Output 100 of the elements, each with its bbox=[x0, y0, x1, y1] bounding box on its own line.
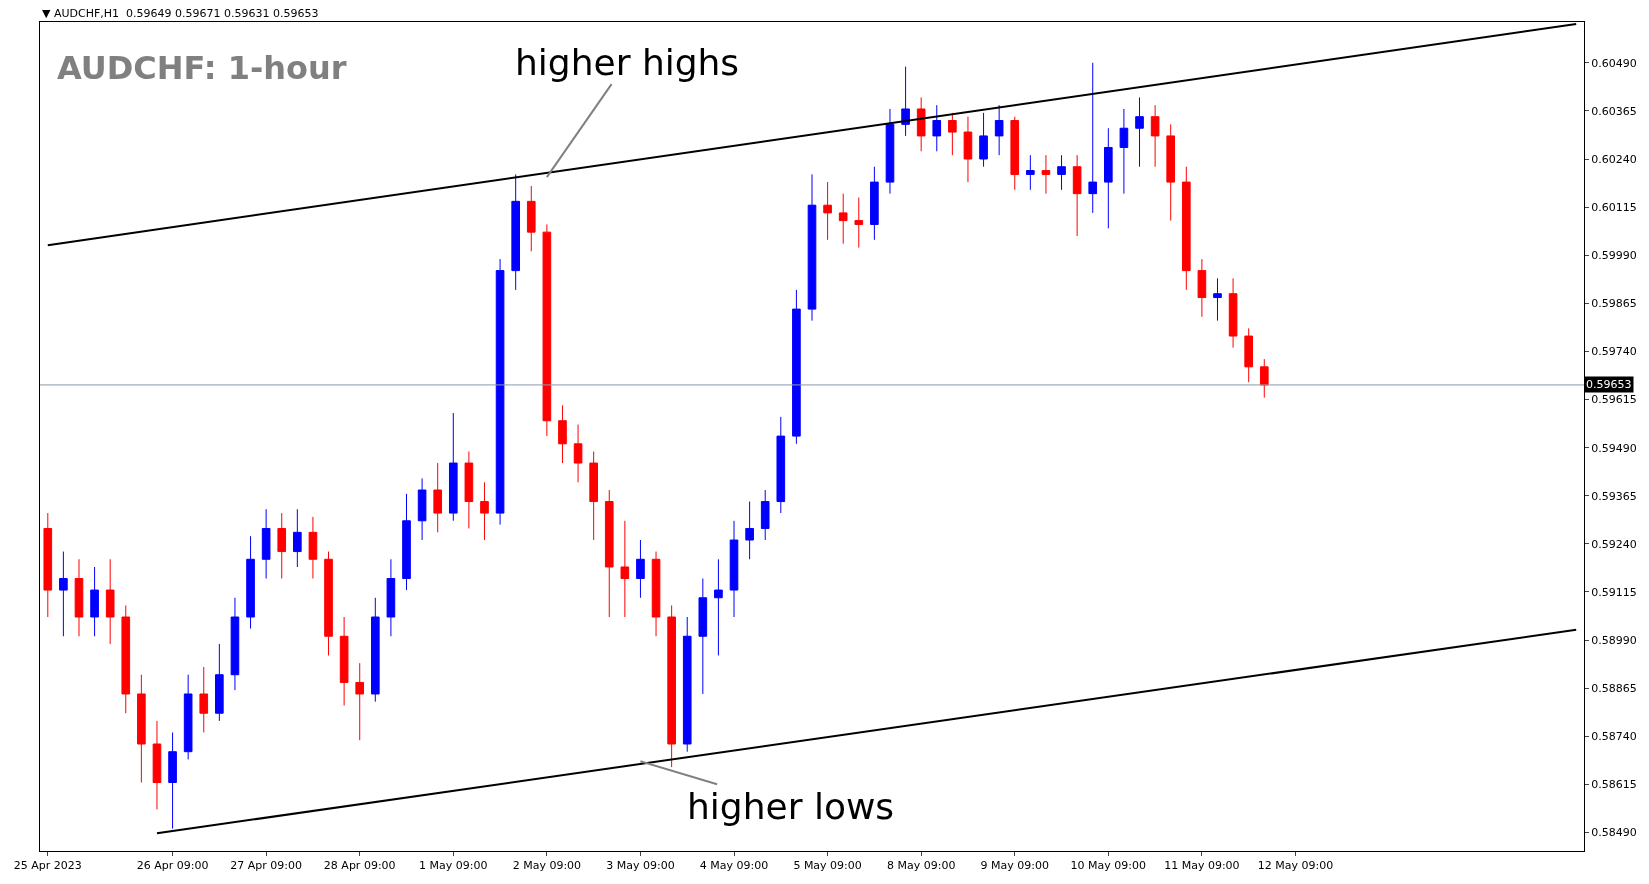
candlestick bbox=[121, 604, 131, 714]
candlestick bbox=[1010, 116, 1020, 191]
candlestick bbox=[433, 462, 443, 533]
candlestick bbox=[979, 112, 988, 168]
candlestick bbox=[760, 489, 770, 541]
candlestick bbox=[1135, 96, 1144, 168]
candlestick bbox=[573, 424, 583, 483]
candlestick bbox=[620, 520, 630, 618]
candlestick bbox=[651, 551, 661, 637]
candlestick bbox=[480, 481, 489, 541]
candlestick bbox=[137, 674, 146, 783]
candlestick bbox=[729, 520, 739, 618]
y-tick-label: 0.60490 bbox=[1591, 56, 1637, 70]
candlestick bbox=[714, 558, 723, 656]
y-tick-label: 0.60365 bbox=[1591, 104, 1637, 118]
candlestick bbox=[589, 451, 598, 541]
candlestick bbox=[745, 501, 754, 560]
x-tick-label: 11 May 09:00 bbox=[1164, 859, 1240, 873]
candlestick bbox=[932, 104, 942, 152]
candlestick bbox=[324, 551, 333, 656]
candlestick bbox=[698, 578, 708, 695]
candlestick bbox=[511, 173, 520, 291]
y-tick-label: 0.59115 bbox=[1591, 585, 1637, 599]
candlestick bbox=[105, 558, 115, 645]
candlestick bbox=[1181, 166, 1191, 291]
y-tick-label: 0.59615 bbox=[1591, 393, 1637, 407]
y-tick-label: 0.59490 bbox=[1591, 441, 1637, 455]
x-tick-label: 26 Apr 09:00 bbox=[136, 859, 209, 873]
candlestick bbox=[1026, 154, 1035, 191]
candlestick bbox=[1057, 154, 1066, 191]
candlestick bbox=[261, 508, 271, 580]
x-tick-label: 28 Apr 09:00 bbox=[323, 859, 396, 873]
y-tick-label: 0.58615 bbox=[1591, 778, 1637, 792]
x-tick-label: 8 May 09:00 bbox=[886, 859, 956, 873]
candlestick bbox=[1088, 62, 1098, 214]
candlestick bbox=[308, 516, 318, 580]
candlestick bbox=[542, 223, 552, 437]
y-tick-label: 0.59240 bbox=[1591, 537, 1637, 551]
candlestick bbox=[870, 166, 879, 241]
candlestick bbox=[74, 558, 84, 637]
x-tick-label: 10 May 09:00 bbox=[1070, 859, 1147, 873]
candlestick bbox=[183, 674, 193, 760]
y-tick-label: 0.58490 bbox=[1591, 826, 1637, 840]
candlestick bbox=[776, 416, 786, 514]
candlestick bbox=[168, 731, 177, 830]
candlestick bbox=[823, 181, 832, 241]
y-tick-label: 0.59990 bbox=[1591, 249, 1637, 263]
x-tick-label: 4 May 09:00 bbox=[699, 859, 769, 873]
y-tick-label: 0.60240 bbox=[1591, 152, 1637, 166]
candlestick bbox=[1244, 327, 1254, 383]
candlestick bbox=[807, 173, 817, 322]
x-tick-label: 25 Apr 2023 bbox=[13, 859, 82, 873]
y-tick-label: 0.59365 bbox=[1591, 489, 1637, 503]
x-tick-label: 3 May 09:00 bbox=[606, 859, 675, 873]
candlestick bbox=[994, 104, 1004, 156]
x-tick-label: 27 Apr 09:00 bbox=[230, 859, 303, 873]
candlestick bbox=[246, 535, 255, 630]
candlestick bbox=[667, 604, 676, 768]
candlestick bbox=[1041, 154, 1051, 195]
candlestick bbox=[355, 662, 365, 741]
x-tick-label: 5 May 09:00 bbox=[793, 859, 862, 873]
candlestick bbox=[59, 551, 68, 637]
x-tick-label: 1 May 09:00 bbox=[419, 859, 488, 873]
candlestick bbox=[417, 477, 427, 541]
candlestick bbox=[1104, 127, 1113, 229]
candlestick bbox=[792, 289, 801, 445]
candlestick bbox=[1166, 123, 1176, 222]
candlestick bbox=[370, 597, 380, 703]
candlestick bbox=[386, 558, 396, 637]
candlestick bbox=[215, 643, 224, 722]
text: AUDCHF: 1-hour bbox=[57, 49, 347, 87]
y-tick-label: 0.58740 bbox=[1591, 730, 1637, 744]
y-tick-label: 0.58865 bbox=[1591, 682, 1637, 696]
candlestick bbox=[152, 720, 162, 810]
candlestick bbox=[90, 566, 99, 637]
y-tick-label: 0.59740 bbox=[1591, 345, 1637, 359]
y-tick-label: 0.60115 bbox=[1591, 200, 1637, 214]
candlestick bbox=[339, 616, 349, 707]
annotation: higher lows bbox=[687, 786, 895, 827]
x-tick-label: 12 May 09:00 bbox=[1257, 859, 1334, 873]
candlestick bbox=[1213, 277, 1222, 322]
candlestick bbox=[526, 185, 536, 252]
ref-line-label: 0.59653 bbox=[1586, 378, 1632, 391]
candlestick bbox=[1119, 108, 1129, 195]
candlestick bbox=[293, 508, 302, 568]
annotation: higher highs bbox=[515, 42, 740, 83]
candlestick bbox=[464, 451, 474, 529]
x-tick-label: 9 May 09:00 bbox=[980, 859, 1049, 873]
candlestick bbox=[838, 193, 848, 245]
candlestick bbox=[682, 616, 692, 753]
candlestick bbox=[230, 597, 240, 691]
candlestick bbox=[1150, 104, 1160, 168]
candlestick bbox=[1259, 358, 1269, 399]
candlestick bbox=[558, 404, 567, 464]
candlestick bbox=[885, 108, 895, 195]
y-tick-label: 0.59865 bbox=[1591, 297, 1637, 311]
candlestick bbox=[495, 258, 505, 526]
text: ▼ AUDCHF,H1 0.59649 0.59671 0.59631 0.59653 bbox=[42, 7, 319, 20]
candlestick bbox=[402, 493, 411, 591]
candlestick bbox=[1228, 277, 1238, 349]
